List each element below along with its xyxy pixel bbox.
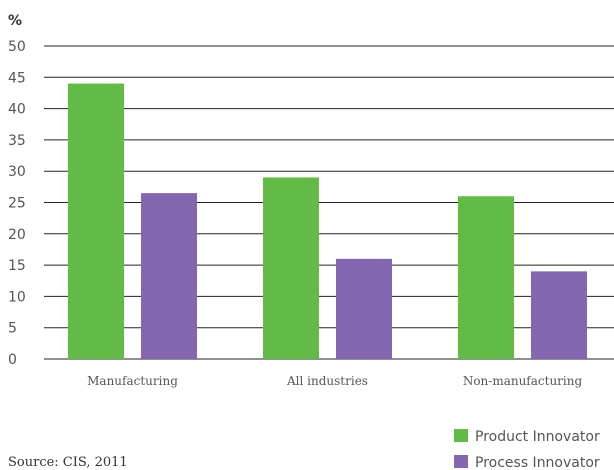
bar-manufacturing-product-innovator bbox=[68, 83, 124, 359]
category-label-non-manufacturing: Non-manufacturing bbox=[463, 374, 583, 388]
category-label-all-industries: All industries bbox=[286, 374, 368, 388]
y-tick-label-25: 25 bbox=[8, 196, 26, 212]
legend-label-process-innovator: Process Innovator bbox=[475, 455, 600, 470]
source-note: Source: CIS, 2011 bbox=[8, 455, 128, 470]
y-tick-label-50: 50 bbox=[8, 39, 26, 55]
bar-all-industries-product-innovator bbox=[263, 177, 319, 359]
y-axis-unit-label: % bbox=[8, 13, 22, 29]
y-tick-label-40: 40 bbox=[8, 102, 26, 118]
y-tick-label-35: 35 bbox=[8, 133, 26, 149]
legend-item-process-innovator: Process Innovator bbox=[454, 455, 600, 470]
bar-non-manufacturing-product-innovator bbox=[458, 196, 514, 359]
legend-swatch-product-innovator bbox=[454, 429, 468, 442]
category-label-manufacturing: Manufacturing bbox=[87, 374, 178, 388]
legend-item-product-innovator: Product Innovator bbox=[454, 429, 600, 445]
legend-label-product-innovator: Product Innovator bbox=[475, 429, 600, 445]
legend-swatch-process-innovator bbox=[454, 455, 468, 468]
y-tick-label-15: 15 bbox=[8, 258, 26, 274]
bars bbox=[68, 83, 587, 359]
gridlines bbox=[44, 45, 614, 360]
bar-non-manufacturing-process-innovator bbox=[531, 271, 587, 359]
legend: Product Innovator Process Innovator bbox=[454, 429, 600, 470]
y-tick-label-20: 20 bbox=[8, 227, 26, 243]
y-tick-label-45: 45 bbox=[8, 70, 26, 86]
y-tick-label-10: 10 bbox=[8, 289, 26, 305]
y-tick-label-30: 30 bbox=[8, 164, 26, 180]
category-labels: Manufacturing All industries Non-manufactu… bbox=[87, 374, 582, 388]
bar-all-industries-process-innovator bbox=[336, 258, 392, 359]
y-tick-labels: 0 5 10 15 20 25 30 35 40 45 50 bbox=[8, 39, 26, 368]
y-tick-label-5: 5 bbox=[8, 321, 17, 337]
bar-manufacturing-process-innovator bbox=[141, 193, 197, 359]
y-tick-label-0: 0 bbox=[8, 352, 17, 368]
